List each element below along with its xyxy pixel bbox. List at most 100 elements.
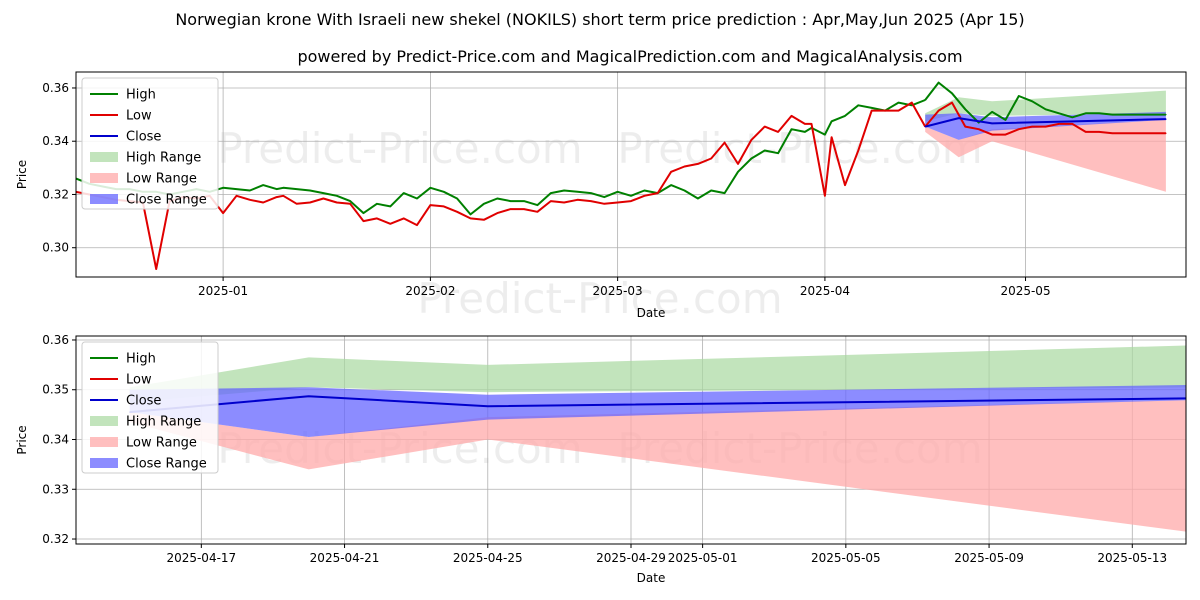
y-tick-label: 0.32	[42, 532, 69, 546]
point-high	[857, 104, 859, 106]
legend-swatch	[90, 416, 118, 426]
point-high	[670, 184, 672, 186]
point-low	[831, 136, 833, 138]
point-high	[249, 189, 251, 192]
point-high	[576, 191, 579, 193]
point-low	[235, 195, 238, 197]
point-low	[804, 123, 806, 125]
legend-label: High Range	[126, 415, 201, 430]
point-high	[824, 133, 826, 136]
point-high	[510, 200, 512, 202]
point-low	[523, 208, 525, 210]
point-low-recent	[1125, 132, 1127, 134]
point-low-recent	[937, 110, 940, 112]
point-low	[724, 141, 726, 144]
point-low-recent	[1058, 123, 1060, 125]
point-high	[443, 191, 445, 193]
legend-swatch	[90, 458, 118, 468]
point-high	[871, 107, 873, 109]
point-low	[469, 217, 472, 220]
watermark-text: Predict-Price.com	[417, 274, 782, 323]
point-high-recent	[1071, 116, 1073, 118]
point-low	[683, 165, 686, 168]
legend-label: Low	[126, 373, 152, 388]
point-low	[403, 217, 405, 220]
point-low	[389, 223, 391, 225]
band-high-range	[129, 345, 1186, 403]
watermark-text: Predict-Price.com	[617, 124, 982, 173]
line-close	[129, 395, 1186, 414]
point-low	[309, 201, 311, 204]
legend-label: Close Range	[126, 457, 207, 472]
point-low-recent	[964, 125, 966, 128]
x-tick-label: 2025-04-17	[166, 551, 236, 565]
point-low	[897, 110, 900, 112]
point-high-recent	[1004, 119, 1007, 121]
point-low	[296, 203, 298, 205]
point-low	[282, 195, 284, 197]
point-low	[737, 163, 739, 165]
point-low-recent	[1111, 132, 1114, 134]
point-low	[483, 219, 485, 221]
point-low	[790, 115, 793, 117]
point-low	[362, 220, 365, 222]
point-high	[617, 191, 619, 193]
point-high-recent	[964, 108, 966, 110]
point-high	[349, 200, 351, 202]
chart-title: Norwegian krone With Israeli new shekel …	[175, 10, 1024, 29]
point-high	[724, 192, 726, 194]
point-low	[563, 201, 565, 204]
point-high	[697, 197, 699, 200]
point-high	[844, 115, 846, 117]
x-tick-label: 2025-04-21	[310, 551, 380, 565]
point-high	[790, 128, 793, 130]
y-tick-label: 0.32	[42, 187, 69, 201]
legend-swatch	[90, 152, 118, 162]
point-high	[429, 187, 431, 189]
point-low	[643, 195, 645, 197]
point-high	[389, 205, 391, 208]
point-low	[576, 199, 579, 201]
point-high	[362, 212, 365, 214]
y-tick-label: 0.30	[42, 241, 69, 255]
y-axis-label: Price	[15, 160, 29, 189]
x-tick-label: 2025-05	[1000, 284, 1050, 298]
y-tick-label: 0.36	[42, 81, 69, 95]
legend-swatch	[90, 437, 118, 447]
x-tick-label: 2025-05-09	[954, 551, 1024, 565]
y-tick-label: 0.34	[42, 433, 69, 447]
point-low	[670, 171, 672, 173]
legend-label: Low Range	[126, 172, 197, 187]
y-tick-label: 0.33	[42, 482, 69, 496]
point-low-recent	[1031, 125, 1033, 128]
point-high-recent	[1138, 113, 1140, 116]
point-high	[235, 188, 238, 190]
point-low-recent	[1018, 128, 1020, 130]
y-tick-label: 0.35	[42, 383, 69, 397]
point-close	[958, 117, 960, 119]
line-close	[924, 117, 1166, 128]
point-high	[523, 200, 525, 202]
legend-label: Close	[126, 394, 161, 409]
point-high	[804, 131, 806, 133]
point-low	[590, 200, 592, 202]
point-high	[590, 192, 592, 194]
point-high	[296, 188, 298, 190]
legend-swatch	[90, 173, 118, 183]
point-low	[155, 268, 157, 270]
point-low	[376, 217, 378, 220]
point-low	[617, 201, 619, 204]
point-low-recent	[951, 102, 953, 104]
point-high	[456, 197, 458, 200]
point-high	[322, 192, 325, 194]
point-low-recent	[1071, 123, 1073, 125]
point-close	[991, 122, 993, 124]
point-high	[643, 189, 645, 192]
legend: High Low Close High Range Low Range Close Ran…	[81, 341, 219, 474]
point-high	[262, 184, 264, 186]
point-low	[697, 163, 699, 165]
point-high-recent	[951, 92, 953, 94]
point-low	[336, 201, 338, 204]
point-low-recent	[1138, 132, 1140, 134]
axes-frame	[75, 71, 1187, 278]
